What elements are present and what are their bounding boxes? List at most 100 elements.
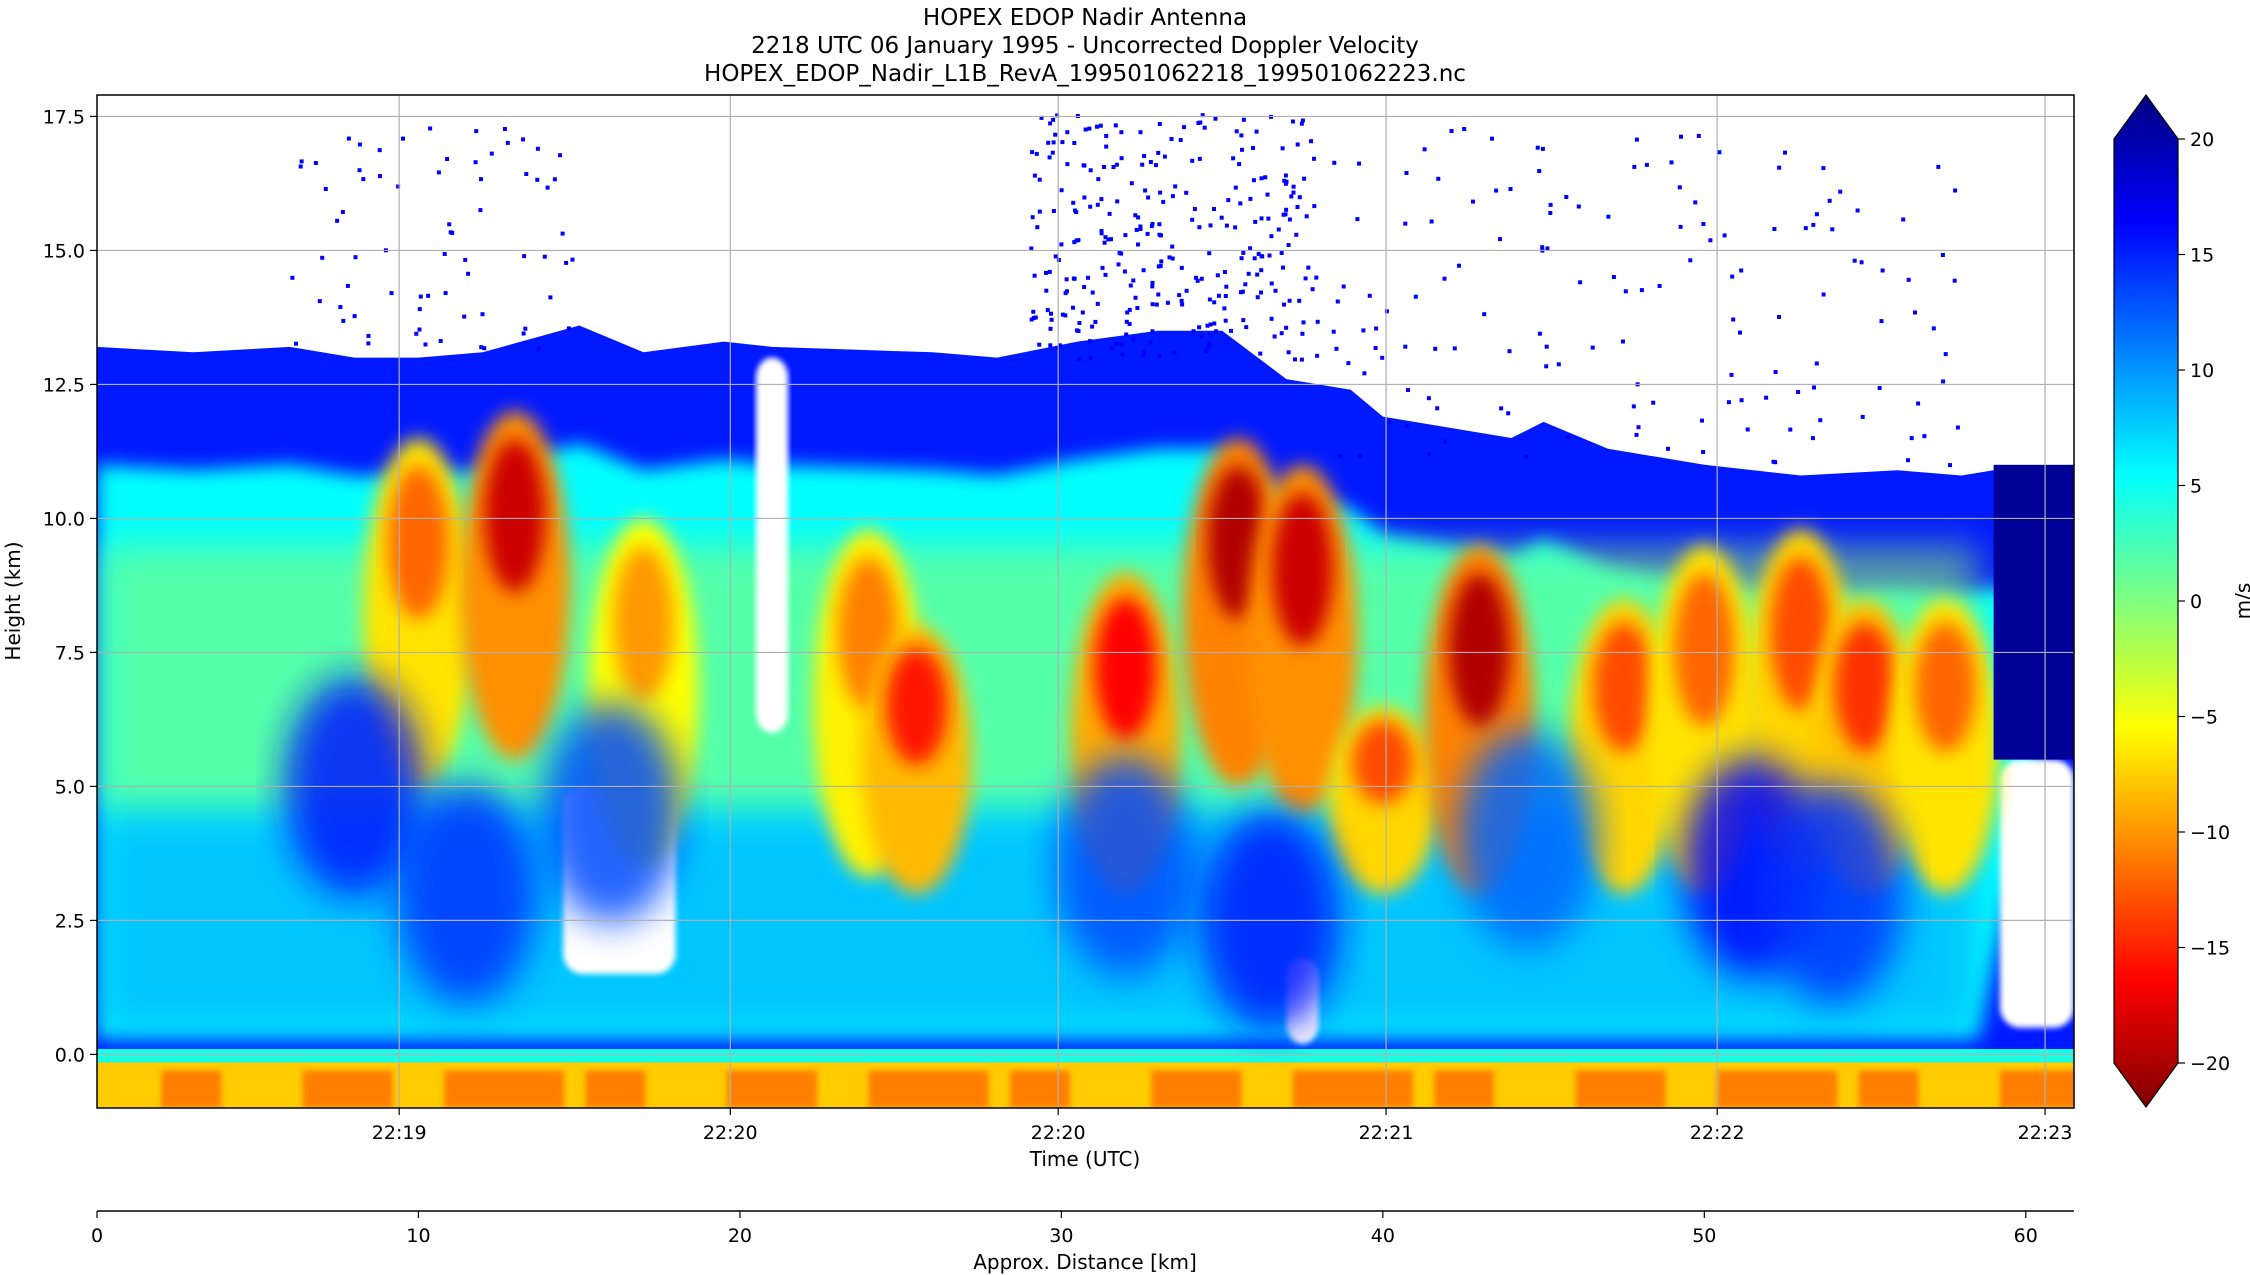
- noise-pixel: [1241, 117, 1246, 122]
- noise-pixel: [1129, 181, 1134, 186]
- noise-pixel: [1082, 163, 1087, 168]
- noise-pixel: [1239, 133, 1244, 138]
- noise-pixel: [1103, 272, 1108, 277]
- noise-pixel: [1771, 459, 1776, 464]
- noise-pixel: [1387, 419, 1392, 424]
- noise-pixel: [1677, 185, 1682, 190]
- noise-pixel: [361, 177, 366, 182]
- noise-pixel: [1184, 190, 1189, 195]
- noise-pixel: [1154, 163, 1158, 168]
- noise-pixel: [1125, 310, 1130, 315]
- noise-pixel: [417, 327, 422, 332]
- updraft-core: [1834, 622, 1896, 753]
- noise-pixel: [548, 295, 553, 300]
- noise-pixel: [1243, 282, 1248, 287]
- noise-pixel: [1178, 138, 1183, 142]
- noise-pixel: [1095, 124, 1099, 129]
- noise-pixel: [1072, 276, 1077, 281]
- noise-pixel: [1065, 289, 1069, 294]
- noise-pixel: [1255, 295, 1260, 300]
- noise-pixel: [1362, 371, 1367, 376]
- noise-pixel: [1029, 317, 1034, 322]
- noise-pixel: [1077, 321, 1082, 325]
- noise-pixel: [466, 271, 471, 276]
- noise-pixel: [1131, 278, 1136, 283]
- noise-pixel: [1678, 224, 1683, 229]
- noise-pixel: [1032, 173, 1037, 178]
- noise-pixel: [1048, 121, 1053, 126]
- noise-pixel: [414, 331, 419, 336]
- noise-pixel: [1142, 154, 1147, 158]
- colorbar: 20 15 10 5 0 −5 −10 −15 −20 m/s: [2113, 93, 2250, 1109]
- noise-pixel: [1138, 130, 1143, 135]
- x-axis-time-ticks: 22:19 22:20 22:20 22:21 22:22 22:23: [372, 1108, 2072, 1144]
- noise-pixel: [1194, 275, 1198, 280]
- noise-pixel: [1170, 244, 1175, 249]
- chart-title-line-3: HOPEX_EDOP_Nadir_L1B_RevA_199501062218_1…: [704, 61, 1466, 87]
- noise-pixel: [1380, 355, 1385, 360]
- y-tick-label: 10.0: [43, 508, 85, 530]
- noise-pixel: [1148, 340, 1153, 345]
- chart-title-line-2: 2218 UTC 06 January 1995 - Uncorrected D…: [751, 33, 1419, 59]
- noise-pixel: [1150, 284, 1155, 289]
- y-tick-label: 15.0: [43, 240, 85, 262]
- noise-pixel: [1136, 215, 1141, 220]
- colorbar-body: [2113, 93, 2179, 1109]
- noise-pixel: [1403, 221, 1408, 226]
- noise-pixel: [1254, 129, 1259, 134]
- noise-pixel: [1859, 260, 1864, 265]
- noise-pixel: [1269, 316, 1274, 321]
- grid-layer: [97, 95, 2074, 1108]
- noise-pixel: [1548, 211, 1553, 215]
- noise-pixel: [1095, 202, 1100, 207]
- noise-pixel: [1239, 290, 1243, 295]
- noise-pixel: [1265, 192, 1270, 197]
- noise-pixel: [1304, 214, 1309, 219]
- noise-pixel: [1289, 194, 1294, 199]
- noise-pixel: [423, 342, 428, 347]
- noise-pixel: [1276, 227, 1281, 232]
- noise-pixel: [1404, 171, 1409, 175]
- noise-pixel: [1059, 188, 1064, 193]
- noise-pixel: [1050, 150, 1055, 155]
- noise-pixel: [345, 283, 350, 288]
- noise-pixel: [1936, 164, 1941, 169]
- noise-pixel: [1150, 280, 1155, 285]
- noise-pixel: [378, 174, 382, 179]
- noise-pixel: [1722, 233, 1727, 238]
- noise-pixel: [1197, 225, 1202, 230]
- noise-pixel: [352, 314, 357, 319]
- noise-pixel: [1138, 224, 1143, 229]
- noise-pixel: [1107, 211, 1112, 216]
- noise-pixel: [1131, 337, 1136, 342]
- surface-speckle: [585, 1070, 646, 1108]
- noise-pixel: [1055, 345, 1060, 350]
- noise-pixel: [1796, 390, 1801, 394]
- noise-pixel: [320, 255, 325, 260]
- noise-pixel: [1811, 222, 1816, 227]
- noise-pixel: [1442, 276, 1447, 281]
- noise-pixel: [502, 127, 507, 131]
- noise-pixel: [1104, 134, 1109, 138]
- downdraft-region: [541, 703, 682, 924]
- noise-pixel: [1578, 280, 1583, 285]
- noise-pixel: [396, 184, 401, 189]
- noise-pixel: [473, 160, 478, 165]
- noise-pixel: [341, 318, 346, 323]
- noise-pixel: [1048, 326, 1053, 331]
- noise-pixel: [1047, 269, 1052, 274]
- noise-pixel: [1251, 146, 1255, 150]
- noise-pixel: [317, 299, 322, 304]
- noise-pixel: [1099, 229, 1104, 233]
- noise-pixel: [1184, 288, 1189, 293]
- noise-pixel: [1312, 156, 1316, 161]
- noise-pixel: [545, 185, 550, 190]
- noise-pixel: [1179, 265, 1184, 270]
- noise-pixel: [1827, 198, 1832, 203]
- noise-pixel: [1281, 212, 1286, 217]
- noise-pixel: [1071, 305, 1075, 310]
- noise-pixel: [1234, 129, 1239, 134]
- noise-pixel: [1548, 202, 1553, 207]
- noise-pixel: [1291, 190, 1296, 195]
- noise-pixel: [1916, 401, 1921, 406]
